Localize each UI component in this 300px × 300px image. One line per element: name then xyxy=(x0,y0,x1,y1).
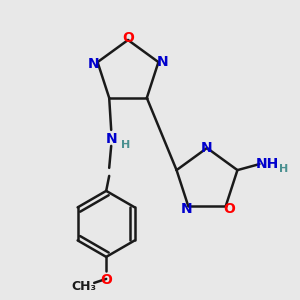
Text: O: O xyxy=(223,202,235,216)
Text: H: H xyxy=(279,164,288,174)
Text: N: N xyxy=(180,202,192,216)
Text: H: H xyxy=(121,140,130,150)
Text: N: N xyxy=(157,55,168,69)
Text: O: O xyxy=(122,32,134,46)
Text: N: N xyxy=(105,132,117,146)
Text: N: N xyxy=(88,57,99,70)
Text: O: O xyxy=(100,273,112,287)
Text: N: N xyxy=(201,140,213,154)
Text: CH₃: CH₃ xyxy=(72,280,97,293)
Text: NH: NH xyxy=(256,157,279,171)
